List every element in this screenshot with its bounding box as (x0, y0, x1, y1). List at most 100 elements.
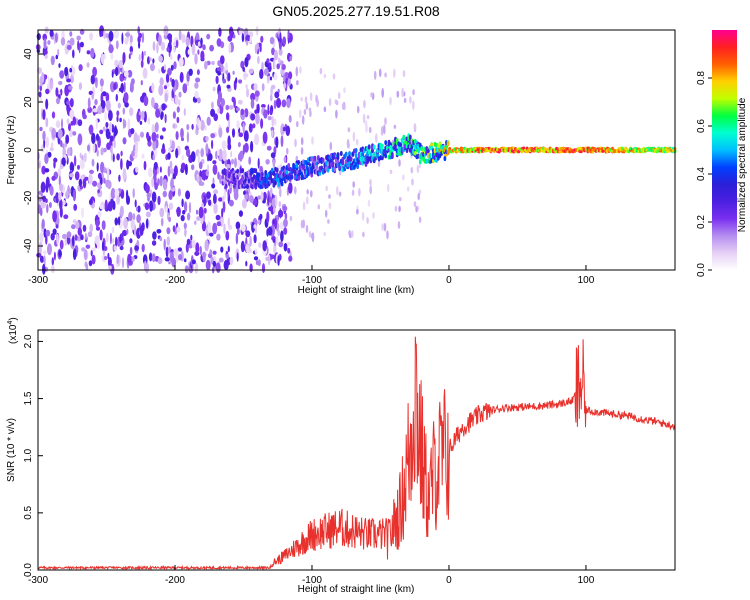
spectrogram-cell (390, 153, 394, 159)
spectrogram-cell (100, 86, 103, 93)
spectrogram-cell (45, 117, 49, 128)
spectrogram-cell (235, 232, 239, 245)
spectrogram-cell (198, 206, 204, 219)
spectrogram-cell (224, 183, 228, 189)
spectrogram-cell (36, 33, 41, 41)
spectrogram-cell (326, 167, 330, 173)
snr-frame (37, 329, 676, 571)
spectrogram-cell (47, 75, 50, 86)
spectrogram-cell (611, 146, 614, 150)
spectrogram-cell (352, 181, 356, 188)
spectrogram-cell (254, 168, 258, 174)
spectrogram-cell (278, 39, 282, 50)
spectrogram-cell (238, 172, 241, 178)
spectrogram-cell (223, 223, 226, 234)
spectrogram-cell (197, 119, 202, 130)
spectrogram-cell (297, 160, 300, 165)
spectrogram-cell (261, 104, 266, 108)
spectrogram-cell (144, 202, 150, 211)
spectrogram-cell (231, 128, 236, 138)
spectrogram-cell (418, 159, 422, 165)
spectrogram-cell (180, 162, 186, 171)
spectrogram-cell (299, 109, 302, 119)
spectrogram-cell (228, 224, 233, 230)
spectrogram-cell (70, 66, 76, 76)
spectrogram-cell (418, 216, 422, 223)
spectrogram-cell (260, 191, 264, 202)
spectrogram-cell (255, 260, 259, 265)
spectrogram-cell (57, 48, 60, 57)
spectrogram-cell (103, 29, 106, 40)
spectrogram-cell (99, 229, 103, 241)
spectrogram-cell (178, 30, 182, 41)
spectrogram-cell (246, 88, 249, 98)
spectrogram-cell (168, 216, 172, 223)
spectrogram-cell (82, 224, 87, 232)
spectrogram-cell (69, 173, 74, 178)
spectrogram-cell (86, 62, 90, 68)
spectrogram-cell (336, 158, 340, 164)
spectrogram-cell (162, 127, 166, 132)
spectrogram-cell (412, 89, 415, 96)
spectrogram-cell (165, 246, 169, 258)
spectrogram-cell (116, 254, 119, 265)
spectrogram-cell (297, 175, 300, 181)
spectrogram-cell (82, 178, 87, 189)
spectrogram-cell (212, 86, 216, 92)
spectrogram-cell (221, 174, 225, 180)
spectrogram-cell (378, 68, 382, 78)
colorbar: 0.0 0.2 0.4 0.6 0.8 Normalized spectral ampl… (696, 30, 748, 277)
spectrogram-cell (51, 127, 57, 139)
spectrogram-cell (123, 119, 127, 128)
spectrogram-cell (282, 126, 286, 132)
spectrogram-cell (77, 164, 80, 170)
spectrogram-cell (116, 110, 120, 117)
spectrogram-cell (227, 143, 232, 151)
spectrogram-cell (52, 228, 57, 235)
spectrogram-cell (39, 126, 43, 132)
spectrogram-cell (254, 248, 258, 255)
spectrogram-y-tick-label: 20 (23, 96, 34, 108)
spectrogram-cell (53, 160, 56, 169)
spectrogram-cell (267, 226, 273, 236)
spectrogram-cell (303, 109, 307, 115)
spectrogram-cell (164, 113, 167, 124)
spectrogram-cell (412, 100, 415, 111)
spectrogram-x-tick-label: 0 (446, 275, 452, 286)
spectrogram-cell (89, 32, 94, 41)
spectrogram-cell (184, 228, 187, 237)
spectrogram-cell (42, 250, 47, 255)
spectrogram-cell (196, 176, 200, 183)
spectrogram-cell (215, 262, 221, 274)
spectrogram-cell (110, 53, 114, 60)
spectrogram-cell (278, 209, 284, 218)
spectrogram-cell (287, 247, 291, 254)
spectrogram-cell (152, 154, 156, 161)
spectrogram-cell (187, 49, 191, 55)
spectrogram-cell (402, 174, 405, 181)
spectrogram-cell (87, 144, 90, 152)
spectrogram-cell (43, 255, 46, 267)
spectrogram-cell (55, 54, 59, 60)
spectrogram-cell (183, 222, 187, 230)
spectrogram-cell (397, 221, 401, 229)
spectrogram-cell (212, 164, 218, 176)
spectrogram-cell (66, 78, 72, 83)
spectrogram-cell (259, 213, 263, 220)
spectrogram-cell (114, 217, 119, 226)
spectrogram-cell (112, 153, 115, 163)
spectrogram-cell (69, 75, 74, 84)
spectrogram-cell (228, 199, 234, 207)
spectrogram-cell (315, 165, 318, 170)
spectrogram-cell (321, 157, 325, 163)
spectrogram-cell (229, 183, 233, 189)
spectrogram-cell (417, 192, 421, 201)
spectrogram-cell (45, 98, 49, 110)
spectrogram-cell (84, 249, 88, 261)
spectrogram-cell (375, 133, 378, 144)
spectrogram-cell (116, 153, 120, 161)
spectrogram-cell (217, 97, 221, 108)
chart-title: GN05.2025.277.19.51.R08 (272, 3, 440, 19)
spectrogram-cell (69, 98, 74, 108)
spectrogram-cell (218, 197, 223, 202)
